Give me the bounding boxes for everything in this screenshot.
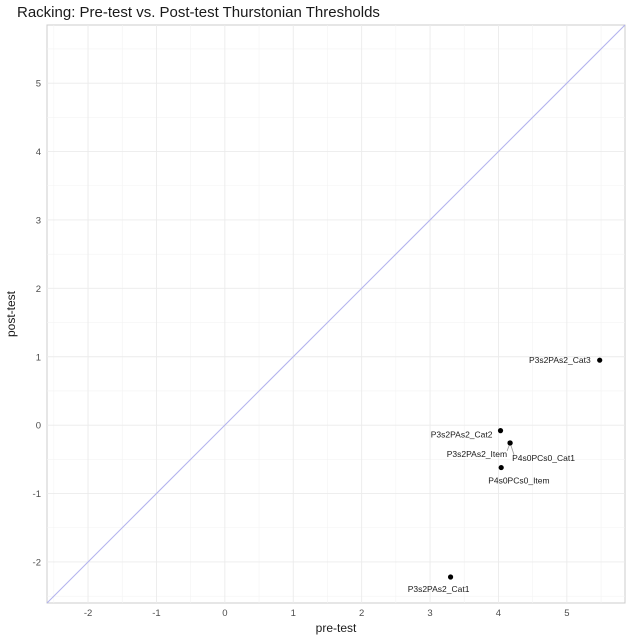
x-axis-title: pre-test — [316, 621, 357, 635]
x-tick-label: 5 — [564, 608, 569, 619]
x-tick-label: 0 — [222, 608, 227, 619]
identity-reference-line — [46, 24, 626, 604]
y-tick-label: 1 — [36, 352, 41, 363]
y-tick-label: 0 — [36, 421, 41, 432]
point-label: P3s2PAs2_Cat3 — [529, 355, 591, 365]
x-tick-label: 3 — [427, 608, 432, 619]
data-point — [498, 464, 504, 471]
data-point — [447, 574, 454, 580]
point-label: P4s0PCs0_Cat1 — [512, 453, 575, 463]
point-label: P3s2PAs2_Item — [447, 449, 507, 459]
point-label: P4s0PCs0_Item — [488, 476, 549, 486]
point-labels: P3s2PAs2_Cat3 P3s2PAs2_Cat2 P3s2PAs2_Item P… — [408, 355, 591, 594]
x-tick-label: 2 — [359, 608, 364, 619]
x-axis-ticks: -2 -1 0 1 2 3 4 5 — [84, 608, 570, 619]
x-tick-label: -2 — [84, 608, 92, 619]
x-tick-label: 4 — [496, 608, 501, 619]
chart-title: Racking: Pre-test vs. Post-test Thurston… — [17, 4, 380, 21]
x-tick-label: -1 — [152, 608, 160, 619]
data-point — [507, 440, 513, 446]
x-tick-label: 1 — [291, 608, 296, 619]
data-point — [597, 357, 603, 363]
y-axis-title: post-test — [4, 290, 18, 337]
y-tick-label: 3 — [36, 215, 41, 226]
y-axis-ticks: -2 -1 0 1 2 3 4 5 — [33, 79, 41, 569]
data-points — [447, 357, 603, 580]
data-point — [497, 428, 504, 434]
major-gridlines — [47, 25, 625, 603]
y-tick-label: 5 — [36, 79, 41, 90]
y-tick-label: 2 — [36, 284, 41, 295]
point-label: P3s2PAs2_Cat2 — [431, 430, 493, 440]
minor-gridlines — [47, 25, 625, 603]
y-tick-label: 4 — [36, 147, 41, 158]
y-tick-label: -2 — [33, 557, 41, 568]
y-tick-label: -1 — [33, 489, 41, 500]
point-label: P3s2PAs2_Cat1 — [408, 584, 470, 594]
